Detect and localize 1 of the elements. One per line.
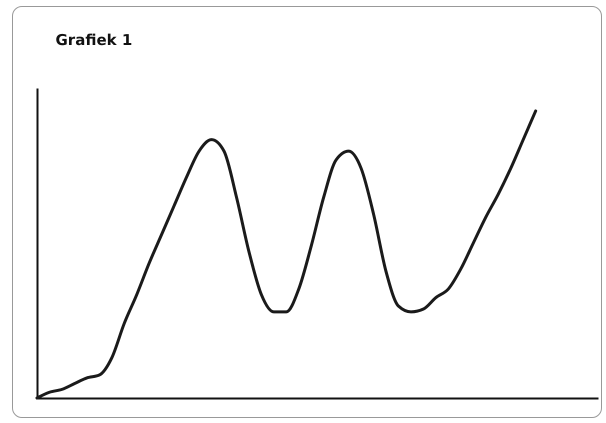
- chart-title: Grafiek 1: [56, 31, 132, 49]
